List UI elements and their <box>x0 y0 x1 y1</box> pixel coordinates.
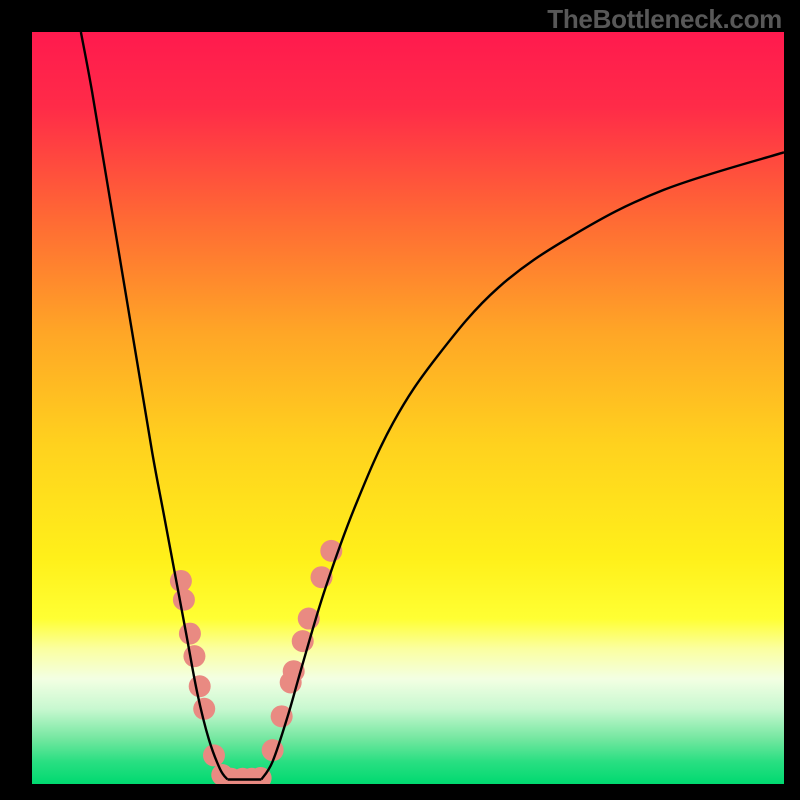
curve-left-branch <box>81 32 228 779</box>
data-marker <box>179 623 201 645</box>
plot-area <box>32 32 784 784</box>
data-marker <box>173 589 195 611</box>
chart-frame: TheBottleneck.com <box>0 0 800 800</box>
data-marker <box>189 675 211 697</box>
data-marker <box>193 698 215 720</box>
watermark-text: TheBottleneck.com <box>547 4 782 35</box>
data-marker <box>170 570 192 592</box>
bottleneck-curve <box>32 32 784 784</box>
data-marker <box>183 645 205 667</box>
curve-right-branch <box>261 152 784 779</box>
